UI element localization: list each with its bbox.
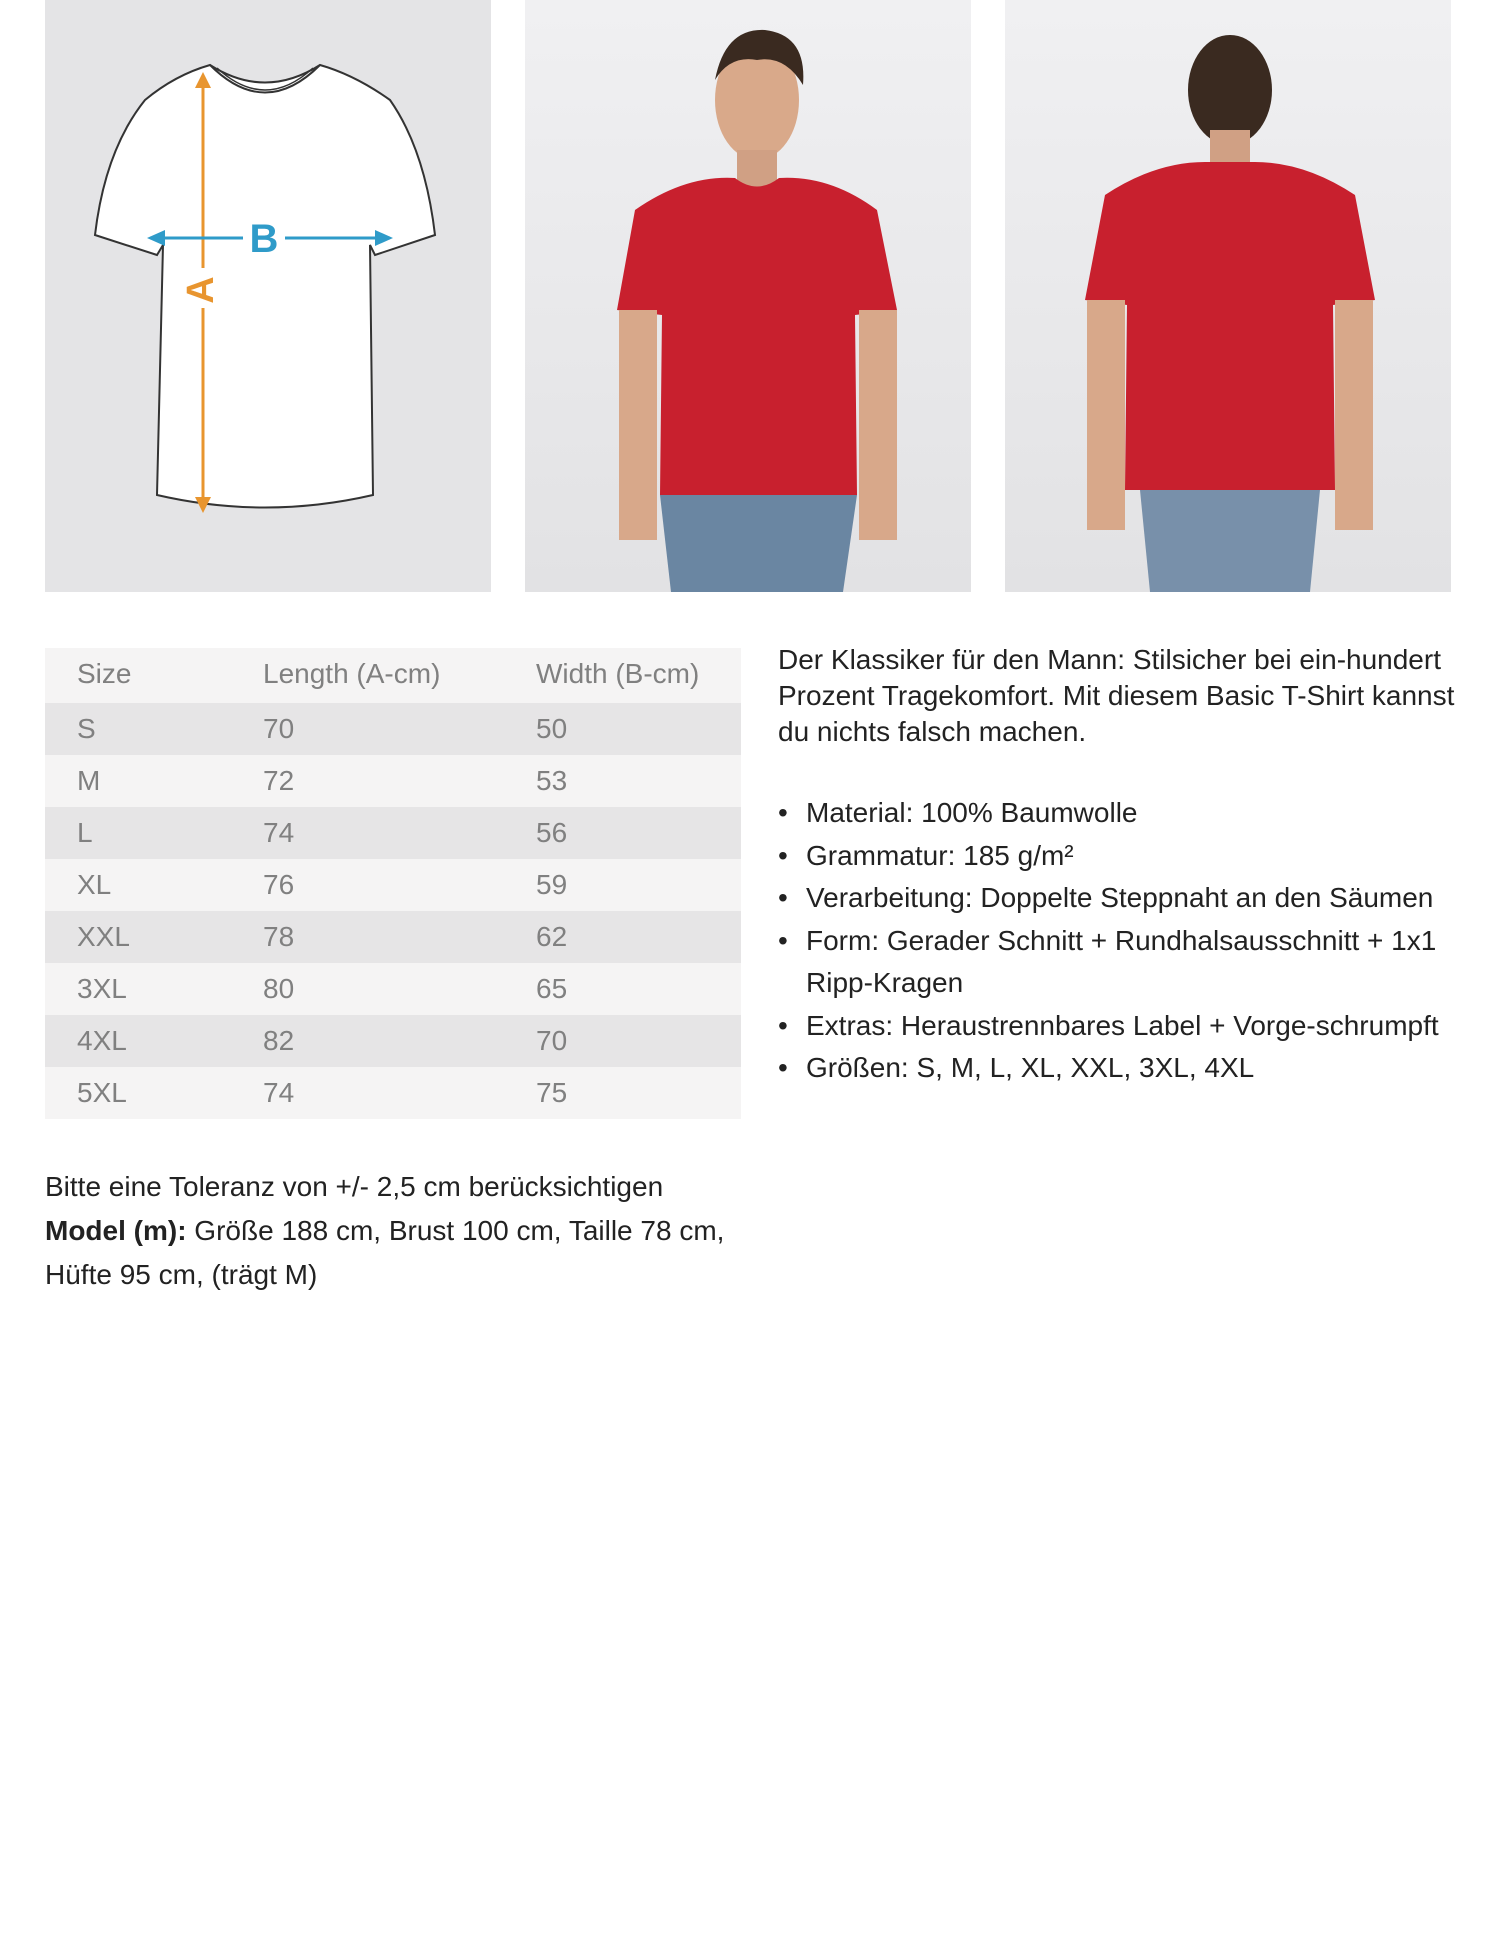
feature-item: • Extras: Heraustrennbares Label + Vorge-… — [778, 1005, 1468, 1048]
size-cell: S — [77, 713, 96, 744]
table-row: 5XL 74 75 — [45, 1067, 741, 1119]
bullet-icon: • — [778, 1009, 788, 1041]
model-label: Model (m): — [45, 1215, 187, 1246]
width-cell: 70 — [536, 1025, 568, 1056]
feature-text: Material: 100% Baumwolle — [806, 797, 1138, 828]
bullet-icon: • — [778, 1052, 788, 1083]
length-cell: 74 — [263, 817, 295, 848]
table-row: L 74 56 — [45, 807, 741, 859]
table-row: M 72 53 — [45, 755, 741, 807]
feature-item: • Form: Gerader Schnitt + Rundhalsausschn… — [778, 920, 1468, 1005]
table-header: Size Length (A-cm) Width (B-cm) — [45, 648, 741, 703]
header-length: Length (A-cm) — [263, 658, 441, 689]
feature-text: Extras: Heraustrennbares Label + Vorge-s… — [806, 1009, 1439, 1041]
size-cell: L — [77, 817, 93, 848]
bullet-icon: • — [778, 839, 788, 871]
bullet-icon: • — [778, 797, 788, 828]
size-table: Size Length (A-cm) Width (B-cm) S 70 50 M 72… — [45, 648, 741, 1119]
table-row: 4XL 82 70 — [45, 1015, 741, 1067]
feature-item: • Verarbeitung: Doppelte Steppnaht an den… — [778, 877, 1468, 920]
feature-text: Verarbeitung: Doppelte Steppnaht an den … — [806, 882, 1434, 913]
length-cell: 80 — [263, 973, 295, 1004]
feature-item: • Material: 100% Baumwolle — [778, 792, 1468, 835]
width-cell: 75 — [536, 1077, 568, 1108]
length-cell: 76 — [263, 869, 295, 900]
table-row: XL 76 59 — [45, 859, 741, 911]
tolerance-note: Bitte eine Toleranz von +/- 2,5 cm berüc… — [45, 1171, 664, 1202]
feature-text: Größen: S, M, L, XL, XXL, 3XL, 4XL — [806, 1052, 1255, 1083]
length-cell: 70 — [263, 713, 295, 744]
header-size: Size — [77, 658, 132, 689]
feature-list: • Material: 100% Baumwolle • Grammatur: 185… — [778, 792, 1468, 1090]
model-info: Model (m): Größe 188 cm, Brust 100 cm, T… — [45, 1209, 765, 1297]
front-model-photo — [525, 0, 971, 592]
size-cell: M — [77, 765, 101, 796]
dimension-a-label: A — [180, 276, 222, 303]
model-text: Größe 188 cm, Brust 100 cm, Taille 78 cm… — [45, 1215, 725, 1290]
feature-text: Form: Gerader Schnitt + Rundhalsausschni… — [806, 924, 1437, 999]
size-cell: XL — [77, 869, 112, 900]
header-width: Width (B-cm) — [536, 658, 700, 689]
feature-text: Grammatur: 185 g/m² — [806, 839, 1074, 871]
length-cell: 78 — [263, 921, 295, 952]
width-cell: 50 — [536, 713, 568, 744]
back-model-photo — [1005, 0, 1451, 592]
feature-item: • Größen: S, M, L, XL, XXL, 3XL, 4XL — [778, 1047, 1468, 1090]
table-row: XXL 78 62 — [45, 911, 741, 963]
size-notes: Bitte eine Toleranz von +/- 2,5 cm berüc… — [45, 1165, 765, 1297]
size-cell: XXL — [77, 921, 130, 952]
product-description: Der Klassiker für den Mann: Stilsicher b… — [778, 644, 1455, 747]
table-row: 3XL 80 65 — [45, 963, 741, 1015]
length-cell: 74 — [263, 1077, 295, 1108]
width-cell: 56 — [536, 817, 568, 848]
size-cell: 3XL — [77, 973, 127, 1004]
size-cell: 4XL — [77, 1025, 127, 1056]
feature-item: • Grammatur: 185 g/m² — [778, 835, 1468, 878]
length-cell: 82 — [263, 1025, 295, 1056]
dimension-b-label: B — [250, 217, 279, 261]
table-row: S 70 50 — [45, 703, 741, 755]
tshirt-diagram: A B — [93, 63, 437, 513]
width-cell: 65 — [536, 973, 568, 1004]
size-diagram-image: A B — [45, 0, 491, 592]
red-tshirt — [617, 177, 897, 495]
width-cell: 59 — [536, 869, 568, 900]
size-cell: 5XL — [77, 1077, 127, 1108]
bullet-icon: • — [778, 924, 788, 956]
width-cell: 62 — [536, 921, 568, 952]
width-cell: 53 — [536, 765, 568, 796]
bullet-icon: • — [778, 882, 788, 913]
red-tshirt-back — [1085, 162, 1375, 490]
length-cell: 72 — [263, 765, 295, 796]
